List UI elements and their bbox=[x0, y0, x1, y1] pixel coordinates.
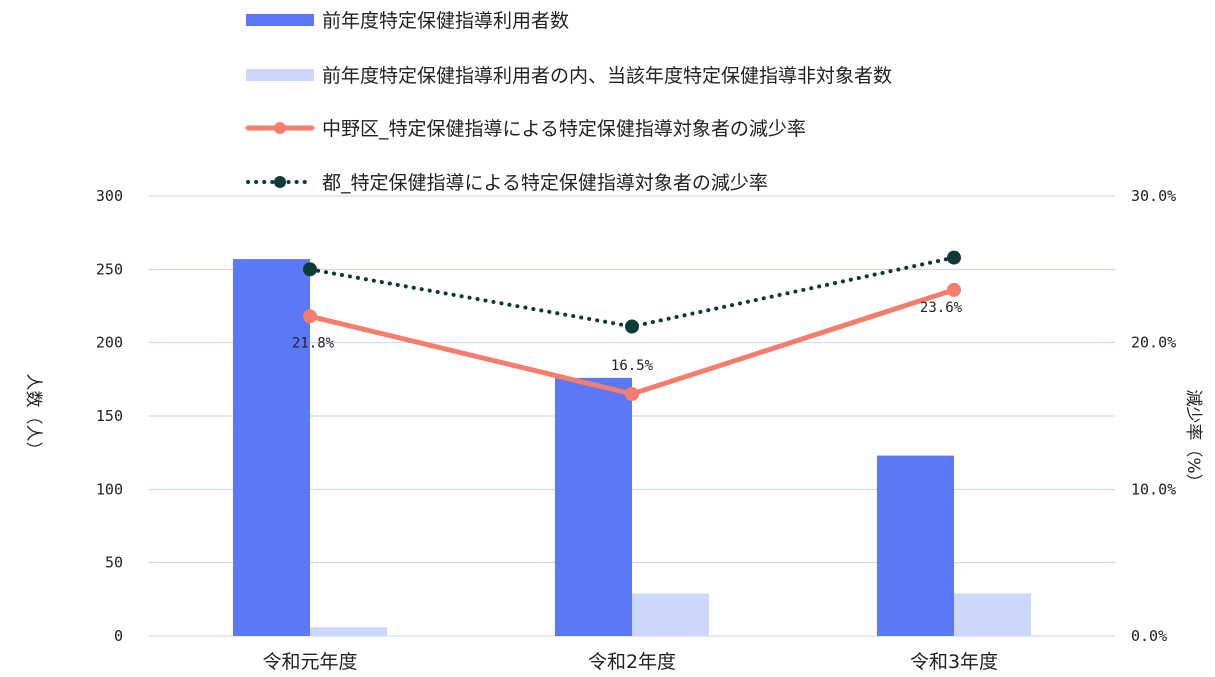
legend-swatch bbox=[246, 14, 314, 26]
legend-item: 中野区_特定保健指導による特定保健指導対象者の減少率 bbox=[245, 118, 806, 140]
left-tick-label: 100 bbox=[96, 480, 123, 498]
right-axis-ticks: 0.0% 10.0% 20.0% 30.0% bbox=[1131, 187, 1176, 645]
bars bbox=[233, 259, 1031, 636]
legend-item: 都_特定保健指導による特定保健指導対象者の減少率 bbox=[246, 172, 768, 194]
right-tick-label: 0.0% bbox=[1131, 627, 1167, 645]
data-label: 16.5% bbox=[611, 358, 654, 374]
left-axis-title: 人数（人） bbox=[23, 374, 43, 459]
legend-label: 前年度特定保健指導利用者数 bbox=[322, 10, 569, 32]
data-label: 21.8% bbox=[292, 335, 335, 351]
legend-marker bbox=[274, 176, 286, 188]
bar bbox=[310, 627, 387, 636]
right-tick-label: 10.0% bbox=[1131, 480, 1176, 498]
legend-swatch bbox=[246, 69, 314, 81]
right-axis-title: 減少率（%） bbox=[1183, 389, 1203, 490]
legend-label: 前年度特定保健指導利用者の内、当該年度特定保健指導非対象者数 bbox=[322, 65, 892, 87]
left-tick-label: 250 bbox=[96, 260, 123, 278]
right-tick-label: 20.0% bbox=[1131, 334, 1176, 352]
lines: 21.8% 16.5% 23.6% bbox=[292, 250, 963, 401]
legend-item: 前年度特定保健指導利用者の内、当該年度特定保健指導非対象者数 bbox=[246, 65, 892, 87]
data-point bbox=[303, 309, 317, 324]
legend-marker bbox=[274, 122, 286, 134]
left-axis-ticks: 0 50 100 150 200 250 300 bbox=[96, 187, 123, 645]
bar bbox=[555, 377, 632, 636]
legend-label: 中野区_特定保健指導による特定保健指導対象者の減少率 bbox=[322, 118, 806, 140]
category-labels: 令和元年度 令和2年度 令和3年度 bbox=[262, 651, 998, 673]
data-point bbox=[625, 387, 639, 401]
data-label: 23.6% bbox=[920, 300, 963, 316]
left-tick-label: 200 bbox=[96, 334, 123, 352]
right-tick-label: 30.0% bbox=[1131, 187, 1176, 205]
data-point bbox=[947, 250, 961, 265]
data-point bbox=[303, 262, 317, 277]
category-label: 令和2年度 bbox=[588, 651, 676, 673]
bar bbox=[632, 593, 709, 636]
left-tick-label: 0 bbox=[114, 627, 123, 645]
series-line bbox=[308, 255, 956, 329]
left-tick-label: 50 bbox=[105, 554, 123, 572]
left-tick-label: 300 bbox=[96, 187, 123, 205]
left-tick-label: 150 bbox=[96, 407, 123, 425]
category-label: 令和3年度 bbox=[910, 651, 998, 673]
legend-label: 都_特定保健指導による特定保健指導対象者の減少率 bbox=[322, 172, 768, 194]
data-point bbox=[625, 319, 639, 334]
bar bbox=[954, 593, 1031, 636]
category-label: 令和元年度 bbox=[262, 651, 357, 673]
legend: 前年度特定保健指導利用者数前年度特定保健指導利用者の内、当該年度特定保健指導非対… bbox=[245, 10, 892, 194]
legend-item: 前年度特定保健指導利用者数 bbox=[246, 10, 569, 32]
bar bbox=[233, 259, 310, 636]
bar bbox=[877, 455, 954, 636]
data-point bbox=[947, 282, 961, 297]
